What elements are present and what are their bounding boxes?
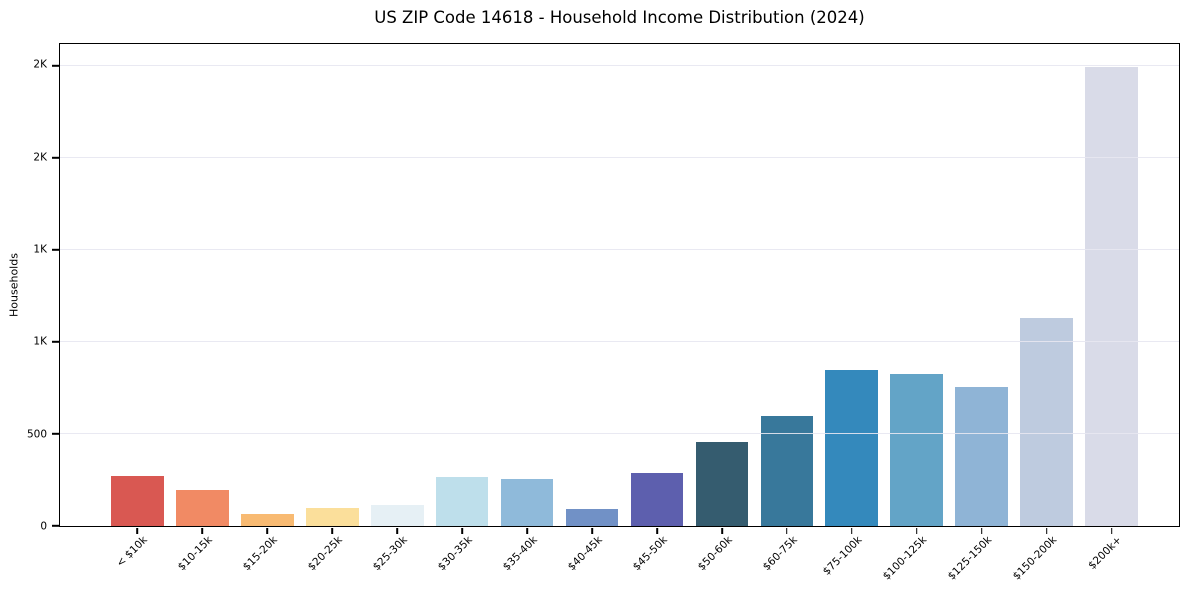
y-tick-label: 500: [26, 428, 47, 441]
bar-$50-60k: [695, 442, 749, 526]
x-tick-label: $20-25k: [305, 534, 345, 574]
x-tick-label: $125-150k: [945, 534, 995, 583]
x-tick-label: $45-50k: [630, 534, 670, 574]
bar-slot: $60-75k: [754, 44, 819, 573]
y-tick-label: 2K: [33, 58, 47, 71]
x-axis-tick: [1110, 527, 1113, 534]
y-tick-label: 2K: [33, 151, 47, 164]
bar-slot: $125-150k: [946, 44, 1014, 583]
bar-slot: $40-45k: [560, 44, 625, 573]
x-tick-label: $150-200k: [1010, 534, 1060, 583]
x-axis-tick: [461, 527, 463, 534]
bar-slot: $50-60k: [689, 44, 754, 573]
x-tick-label: $25-30k: [370, 534, 410, 574]
x-axis-tick: [1045, 527, 1048, 534]
x-tick-label: $50-60k: [695, 534, 735, 574]
x-tick-label: $10-15k: [175, 534, 215, 574]
bar-slot: $20-25k: [300, 44, 365, 573]
bar-$100-125k: [890, 374, 943, 526]
x-axis-tick: [526, 527, 528, 534]
bar-$15-20k: [241, 514, 294, 526]
x-axis-tick: [396, 527, 399, 534]
bar-$125-150k: [955, 387, 1008, 526]
x-axis-tick: [266, 527, 269, 534]
y-axis-tick: [52, 525, 59, 527]
bar-slot: $150-200k: [1011, 44, 1079, 583]
bar-$35-40k: [500, 479, 554, 526]
y-axis-tick: [52, 157, 59, 159]
y-axis-tick: [52, 433, 59, 435]
bar-slot: $100-125k: [881, 44, 949, 583]
y-tick-label: 0: [40, 520, 47, 533]
bar-$75-100k: [825, 370, 879, 526]
bar-$60-75k: [760, 416, 814, 526]
bar-slot: $30-35k: [430, 44, 495, 573]
x-axis-tick: [331, 527, 334, 534]
bar-$10-15k: [176, 489, 229, 526]
y-axis-tick-labels: 0 500 1K 1K 2K 2K: [0, 43, 50, 533]
y-tick-label: 1K: [33, 243, 47, 256]
y-axis-tick: [52, 341, 59, 343]
x-tick-label: $15-20k: [240, 534, 280, 574]
bar-$45-50k: [630, 473, 684, 526]
bar-slot: $75-100k: [819, 44, 884, 578]
x-axis-tick: [721, 527, 723, 534]
x-tick-label: $35-40k: [500, 534, 540, 574]
bar-< $10k: [111, 475, 164, 526]
x-tick-label: $100-125k: [880, 534, 930, 583]
y-axis-tick: [52, 65, 59, 67]
bar-slot: $10-15k: [170, 44, 235, 573]
bar-slot: $25-30k: [365, 44, 430, 573]
y-axis-tick: [52, 249, 59, 251]
x-axis-tick: [915, 527, 918, 534]
x-tick-label: < $10k: [114, 534, 150, 570]
x-axis-tick: [201, 527, 204, 534]
plot-area: < $10k $10-15k $15-20k $20-25k $25-30k $30-35…: [52, 43, 1180, 583]
bar-$20-25k: [305, 507, 359, 526]
bar-$30-35k: [435, 476, 489, 526]
x-tick-label: $200k+: [1086, 534, 1125, 572]
x-tick-label: $75-100k: [820, 534, 865, 578]
chart-title: US ZIP Code 14618 - Household Income Dis…: [374, 8, 865, 27]
x-axis-tick: [980, 527, 983, 534]
bar-slot: $15-20k: [235, 44, 300, 573]
x-axis-tick: [850, 527, 853, 534]
bar-$150-200k: [1020, 318, 1073, 526]
bar-$25-30k: [370, 504, 424, 526]
bar-$40-45k: [565, 509, 619, 526]
x-axis-tick: [136, 527, 139, 534]
bar-$200k+: [1085, 67, 1138, 526]
x-tick-label: $60-75k: [760, 534, 800, 574]
x-tick-label: $30-35k: [435, 534, 475, 574]
x-axis-tick: [591, 527, 593, 534]
bar-slot: $200k+: [1079, 44, 1144, 572]
x-axis-tick: [656, 527, 658, 534]
bars-layer: < $10k $10-15k $15-20k $20-25k $25-30k $30-35…: [105, 44, 1144, 583]
bar-slot: $45-50k: [625, 44, 690, 573]
x-tick-label: $40-45k: [565, 534, 605, 574]
bar-slot: < $10k: [105, 44, 170, 570]
y-tick-label: 1K: [33, 335, 47, 348]
x-axis-tick: [786, 527, 788, 534]
bar-slot: $35-40k: [495, 44, 560, 573]
